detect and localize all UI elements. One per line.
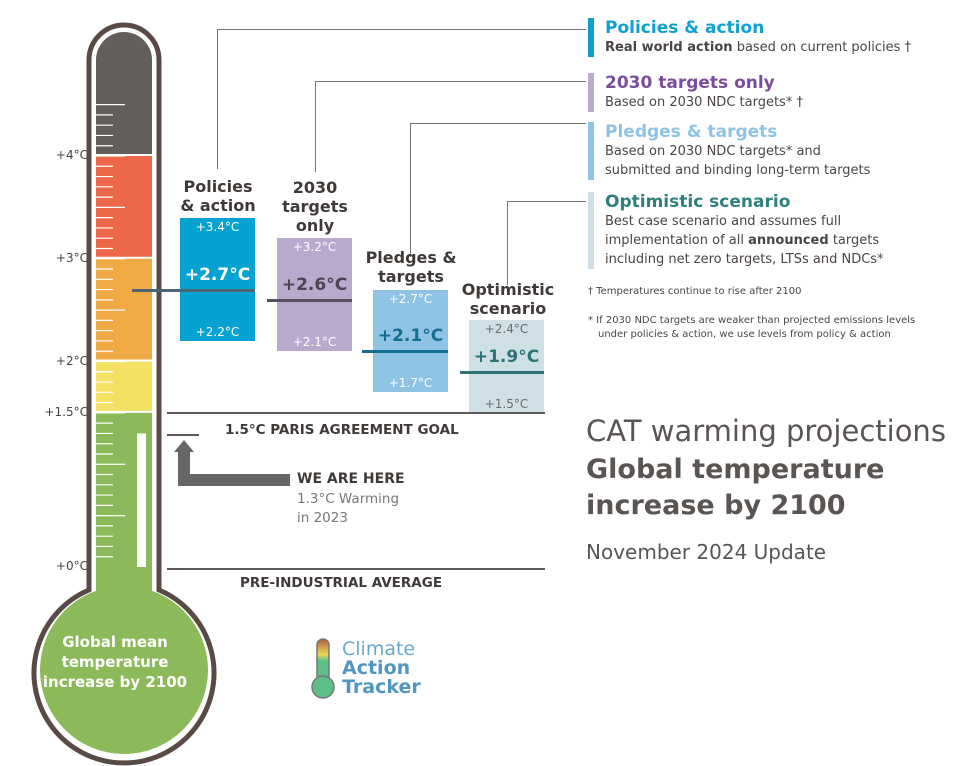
tick-label: +2°C — [55, 354, 88, 368]
legend-2030: 2030 targets only Based on 2030 NDC targ… — [588, 73, 803, 112]
thermometer-band — [96, 361, 152, 411]
current-level-bar — [137, 433, 146, 567]
median-line — [362, 350, 448, 354]
pre-industrial-label: PRE-INDUSTRIAL AVERAGE — [240, 575, 443, 591]
median-value-label: +2.1°C — [377, 326, 444, 347]
title-main: Global temperature increase by 2100 — [586, 454, 885, 521]
scenario-range-bar: +3.4°C +2.2°C +2.7°C — [180, 217, 255, 341]
title-line1: CAT warming projections — [586, 414, 946, 448]
low-value-label: +2.1°C — [292, 335, 337, 350]
low-value-label: +2.2°C — [195, 324, 240, 339]
connector-policies — [217, 29, 586, 169]
tick-label: +0°C — [55, 559, 88, 573]
legend-optimistic: Optimistic scenario Best case scenario a… — [588, 192, 884, 269]
low-value-label: +1.5°C — [484, 396, 529, 411]
thermometer-bulb — [40, 586, 208, 754]
thermometer-band — [96, 258, 152, 360]
median-value-label: +2.7°C — [184, 264, 251, 285]
scenario-title-policies: Policies & action — [180, 177, 256, 215]
current-level-marker — [167, 434, 199, 436]
scenario-range-bar: +2.4°C +1.5°C +1.9°C — [469, 320, 544, 413]
note-dagger: † Temperatures continue to rise after 21… — [588, 286, 802, 297]
legend-pledges: Pledges & targets Based on 2030 NDC targ… — [588, 122, 870, 180]
tick-label: +4°C — [55, 148, 88, 162]
thermometer-band — [96, 32, 152, 154]
connector-optimistic — [507, 201, 586, 285]
high-value-label: +2.4°C — [484, 322, 529, 337]
scenario-title-optimistic: Optimistic scenario — [461, 280, 555, 318]
paris-goal-label: 1.5°C PARIS AGREEMENT GOAL — [225, 422, 459, 438]
connector-2030 — [315, 81, 586, 172]
median-line — [460, 370, 544, 374]
legend-policies: Policies & action Real world action base… — [588, 18, 911, 57]
high-value-label: +3.4°C — [195, 219, 240, 234]
scenario-title-2030: 2030 targets only — [282, 178, 348, 235]
arrow-up-icon — [174, 440, 290, 486]
paris-goal-line — [167, 412, 545, 414]
median-line — [267, 298, 352, 302]
thermometer — [31, 22, 217, 766]
high-value-label: +3.2°C — [292, 240, 337, 255]
median-value-label: +2.6°C — [281, 274, 348, 295]
update-date: November 2024 Update — [586, 540, 827, 564]
connector-pledges — [410, 123, 586, 257]
note-asterisk: * If 2030 NDC targets are weaker than pr… — [588, 315, 916, 340]
pre-industrial-line — [167, 568, 545, 570]
median-line — [132, 288, 255, 292]
high-value-label: +2.7°C — [388, 291, 433, 306]
low-value-label: +1.7°C — [388, 376, 433, 391]
tick-label: +3°C — [55, 251, 88, 265]
scenario-range-bar: +2.7°C +1.7°C +2.1°C — [373, 289, 448, 393]
scenario-title-pledges: Pledges & targets — [365, 248, 457, 286]
scenario-range-bar: +3.2°C +2.1°C +2.6°C — [277, 238, 352, 352]
cat-logo-text: Climate Action Tracker — [342, 638, 421, 698]
we-are-here-label: WE ARE HERE — [297, 471, 405, 487]
median-value-label: +1.9°C — [473, 346, 540, 367]
cat-logo-thermometer-icon — [311, 638, 335, 699]
thermometer-band — [96, 156, 152, 257]
bulb-label: Global mean temperature increase by 2100 — [42, 633, 188, 691]
tick-label: +1.5°C — [44, 405, 88, 419]
current-warming-detail: 1.3°C Warming in 2023 — [297, 491, 400, 526]
